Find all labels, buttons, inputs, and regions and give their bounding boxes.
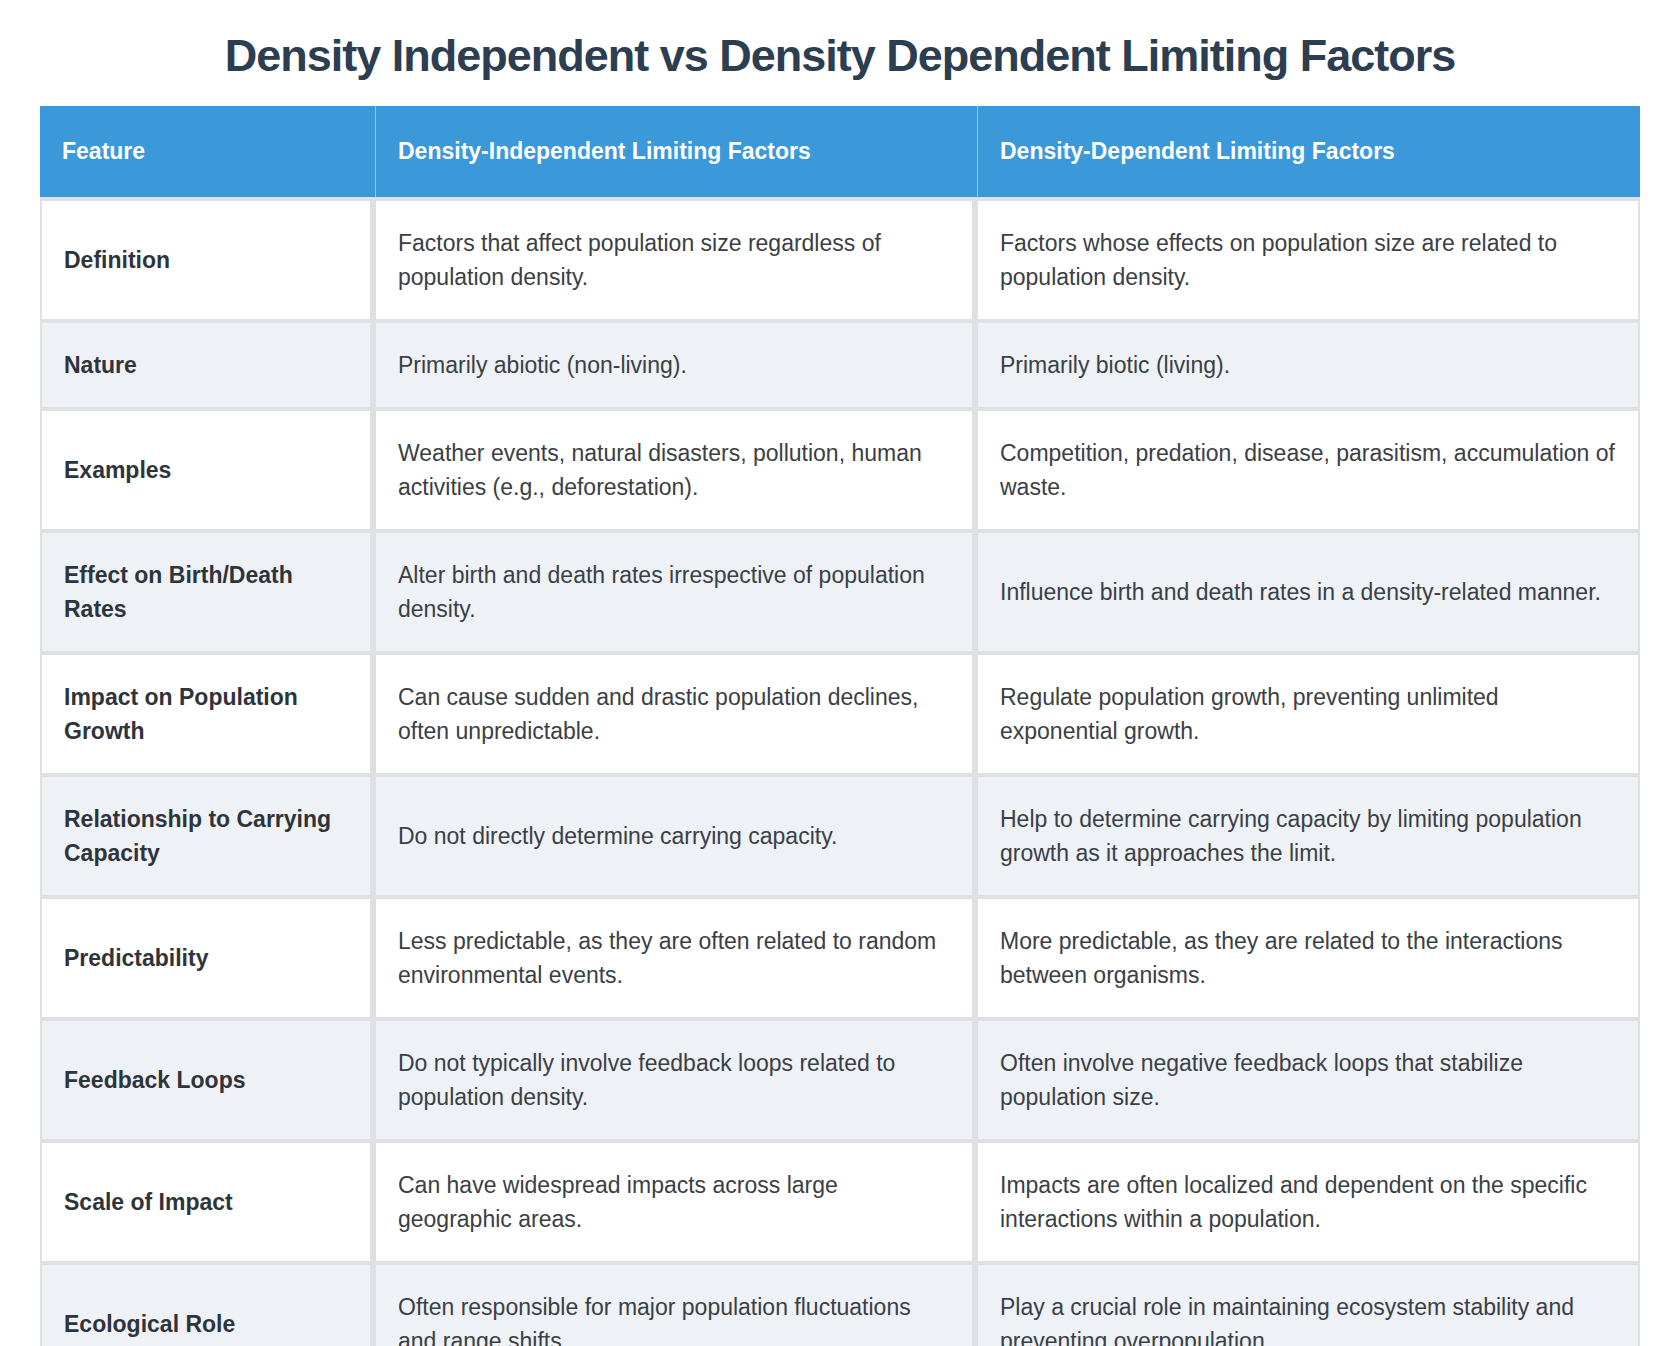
table-row: Ecological Role Often responsible for ma… (40, 1265, 1640, 1346)
dependent-cell: More predictable, as they are related to… (978, 899, 1640, 1021)
dependent-cell: Play a crucial role in maintaining ecosy… (978, 1265, 1640, 1346)
table-row: Feedback Loops Do not typically involve … (40, 1021, 1640, 1143)
feature-cell: Definition (40, 197, 376, 323)
independent-cell: Less predictable, as they are often rela… (376, 899, 978, 1021)
feature-cell: Relationship to Carrying Capacity (40, 777, 376, 899)
table-row: Nature Primarily abiotic (non-living). P… (40, 323, 1640, 411)
dependent-cell: Primarily biotic (living). (978, 323, 1640, 411)
independent-cell: Factors that affect population size rega… (376, 197, 978, 323)
header-cell-density-independent: Density-Independent Limiting Factors (376, 106, 978, 197)
dependent-cell: Impacts are often localized and dependen… (978, 1143, 1640, 1265)
table-row: Scale of Impact Can have widespread impa… (40, 1143, 1640, 1265)
independent-cell: Weather events, natural disasters, pollu… (376, 411, 978, 533)
feature-cell: Effect on Birth/Death Rates (40, 533, 376, 655)
table-header-row: Feature Density-Independent Limiting Fac… (40, 106, 1640, 197)
table-row: Predictability Less predictable, as they… (40, 899, 1640, 1021)
limiting-factors-table: Feature Density-Independent Limiting Fac… (40, 106, 1640, 1346)
dependent-cell: Factors whose effects on population size… (978, 197, 1640, 323)
feature-cell: Nature (40, 323, 376, 411)
independent-cell: Can cause sudden and drastic population … (376, 655, 978, 777)
table-row: Definition Factors that affect populatio… (40, 197, 1640, 323)
dependent-cell: Influence birth and death rates in a den… (978, 533, 1640, 655)
dependent-cell: Competition, predation, disease, parasit… (978, 411, 1640, 533)
table-row: Impact on Population Growth Can cause su… (40, 655, 1640, 777)
dependent-cell: Often involve negative feedback loops th… (978, 1021, 1640, 1143)
table-row: Relationship to Carrying Capacity Do not… (40, 777, 1640, 899)
header-cell-feature: Feature (40, 106, 376, 197)
feature-cell: Feedback Loops (40, 1021, 376, 1143)
independent-cell: Do not directly determine carrying capac… (376, 777, 978, 899)
feature-cell: Examples (40, 411, 376, 533)
page-title: Density Independent vs Density Dependent… (0, 0, 1680, 106)
dependent-cell: Regulate population growth, preventing u… (978, 655, 1640, 777)
header-cell-density-dependent: Density-Dependent Limiting Factors (978, 106, 1640, 197)
feature-cell: Scale of Impact (40, 1143, 376, 1265)
independent-cell: Often responsible for major population f… (376, 1265, 978, 1346)
table-row: Effect on Birth/Death Rates Alter birth … (40, 533, 1640, 655)
feature-cell: Ecological Role (40, 1265, 376, 1346)
independent-cell: Primarily abiotic (non-living). (376, 323, 978, 411)
independent-cell: Alter birth and death rates irrespective… (376, 533, 978, 655)
page: Density Independent vs Density Dependent… (0, 0, 1680, 1346)
dependent-cell: Help to determine carrying capacity by l… (978, 777, 1640, 899)
feature-cell: Predictability (40, 899, 376, 1021)
table-row: Examples Weather events, natural disaste… (40, 411, 1640, 533)
independent-cell: Do not typically involve feedback loops … (376, 1021, 978, 1143)
feature-cell: Impact on Population Growth (40, 655, 376, 777)
independent-cell: Can have widespread impacts across large… (376, 1143, 978, 1265)
